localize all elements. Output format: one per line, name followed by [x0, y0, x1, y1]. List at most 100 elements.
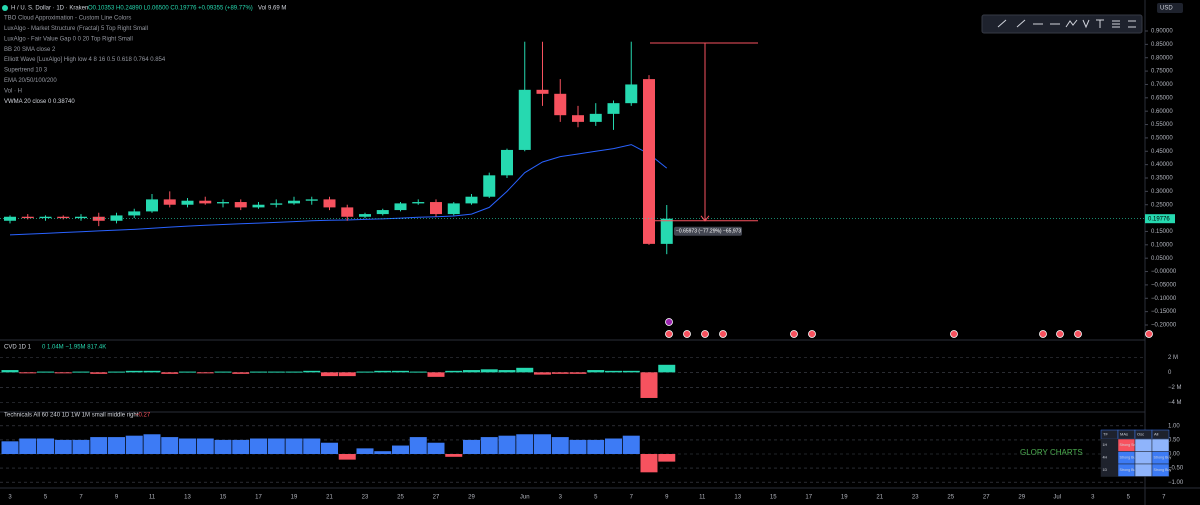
bar: [338, 372, 356, 377]
candle-body: [518, 89, 531, 150]
bar: [161, 437, 179, 454]
table-cell: [1151, 463, 1170, 477]
pane-readout: 0 1.04M −1.95M 817.4K: [42, 345, 106, 351]
bar: [356, 371, 374, 373]
x-tick-label: 29: [468, 495, 475, 501]
candle-body: [660, 218, 673, 244]
bar: [374, 370, 392, 373]
candle-body: [572, 115, 584, 122]
candle-body: [394, 203, 407, 211]
y-tick-label: −0.05000: [1151, 282, 1177, 288]
table-header: TF: [1103, 432, 1108, 437]
vwma-line: [9, 144, 668, 236]
bar: [72, 371, 90, 373]
candle-body: [270, 203, 283, 205]
indicator-label: LuxAlgo - Fair Value Gap 0 0 20 Top Righ…: [4, 36, 133, 42]
bar: [303, 438, 321, 454]
bar: [285, 371, 303, 373]
bar: [108, 371, 125, 373]
bar: [90, 372, 108, 374]
x-tick-label: 25: [947, 495, 954, 501]
bar: [179, 438, 196, 454]
y-tick-label: −0.20000: [1151, 323, 1177, 329]
bar: [267, 371, 285, 373]
bar: [605, 370, 622, 373]
x-tick-label: 23: [912, 495, 919, 501]
y-tick-label: 2 M: [1168, 355, 1178, 361]
bar: [108, 437, 125, 454]
bar: [250, 371, 267, 373]
table-header: All: [1154, 432, 1159, 437]
candle-body: [625, 84, 638, 104]
candle-body: [536, 89, 549, 94]
candle-body: [181, 200, 194, 205]
table-cell: [1134, 463, 1153, 477]
candle-body: [447, 203, 460, 215]
candle-body: [341, 207, 354, 217]
bar: [250, 438, 267, 454]
symbol-icon: [2, 5, 8, 11]
y-tick-label: 0.40000: [1151, 162, 1173, 168]
table-cell-text: Strong Buy: [1154, 468, 1172, 472]
bar: [445, 454, 463, 457]
y-tick-label: −0.10000: [1151, 296, 1177, 302]
table-cell-text: Strong Buy: [1120, 468, 1138, 472]
bar: [392, 445, 409, 454]
bar: [1, 370, 19, 373]
bar: [445, 370, 463, 373]
bar: [427, 372, 445, 377]
bar: [54, 372, 72, 374]
y-tick-label: 0.85000: [1151, 42, 1173, 48]
bar: [622, 435, 640, 454]
candle-body: [39, 216, 52, 219]
x-tick-label: 13: [184, 495, 191, 501]
x-tick-label: 7: [79, 495, 83, 501]
indicator-label: EMA 20/50/100/200: [4, 78, 57, 84]
table-header: MAs: [1120, 432, 1128, 437]
bar: [587, 370, 605, 373]
y-tick-label: 1.00: [1168, 423, 1180, 429]
arrow-head: [700, 215, 710, 222]
y-tick-label: 0.50000: [1151, 135, 1173, 141]
currency-box[interactable]: [1157, 3, 1183, 13]
x-tick-label: 7: [630, 495, 634, 501]
y-tick-label: 0.80000: [1151, 55, 1173, 61]
bar: [516, 434, 534, 454]
bar: [232, 372, 250, 374]
bar: [1, 441, 19, 454]
table-cell: [1134, 438, 1153, 452]
x-tick-label: 27: [983, 495, 990, 501]
bar: [374, 451, 392, 454]
y-tick-label: −2 M: [1168, 385, 1182, 391]
symbol: H / U. S. Dollar · 1D · Kraken: [11, 6, 88, 12]
x-tick-label: 3: [1091, 495, 1095, 501]
candle-body: [323, 199, 336, 208]
candle-body: [412, 202, 425, 204]
candle-body: [430, 202, 442, 215]
pane-title: Technicals All 60 240 1D 1W 1M small mid…: [4, 413, 139, 419]
table-header: Osc: [1137, 432, 1144, 437]
bar: [90, 437, 108, 454]
x-tick-label: 3: [8, 495, 12, 501]
bar: [534, 372, 551, 375]
y-tick-label: 0.90000: [1151, 29, 1173, 35]
y-tick-label: 0.35000: [1151, 176, 1173, 182]
x-tick-label: 21: [876, 495, 883, 501]
bar: [605, 438, 622, 454]
bar: [179, 371, 196, 373]
y-tick-label: 0.10000: [1151, 242, 1173, 248]
bar: [285, 438, 303, 454]
y-tick-label: 0.05000: [1151, 256, 1173, 262]
candle-body: [163, 199, 176, 205]
indicator-label: BB 20 SMA close 2: [4, 47, 56, 53]
bar: [19, 372, 37, 374]
x-tick-label: 3: [559, 495, 563, 501]
candle-body: [288, 200, 300, 204]
bar: [587, 439, 605, 454]
y-tick-label: −1.00: [1168, 480, 1184, 486]
pane-title: CVD 1D 1: [4, 345, 32, 351]
y-tick-label: 0.55000: [1151, 122, 1173, 128]
y-tick-label: 0.15000: [1151, 229, 1173, 235]
